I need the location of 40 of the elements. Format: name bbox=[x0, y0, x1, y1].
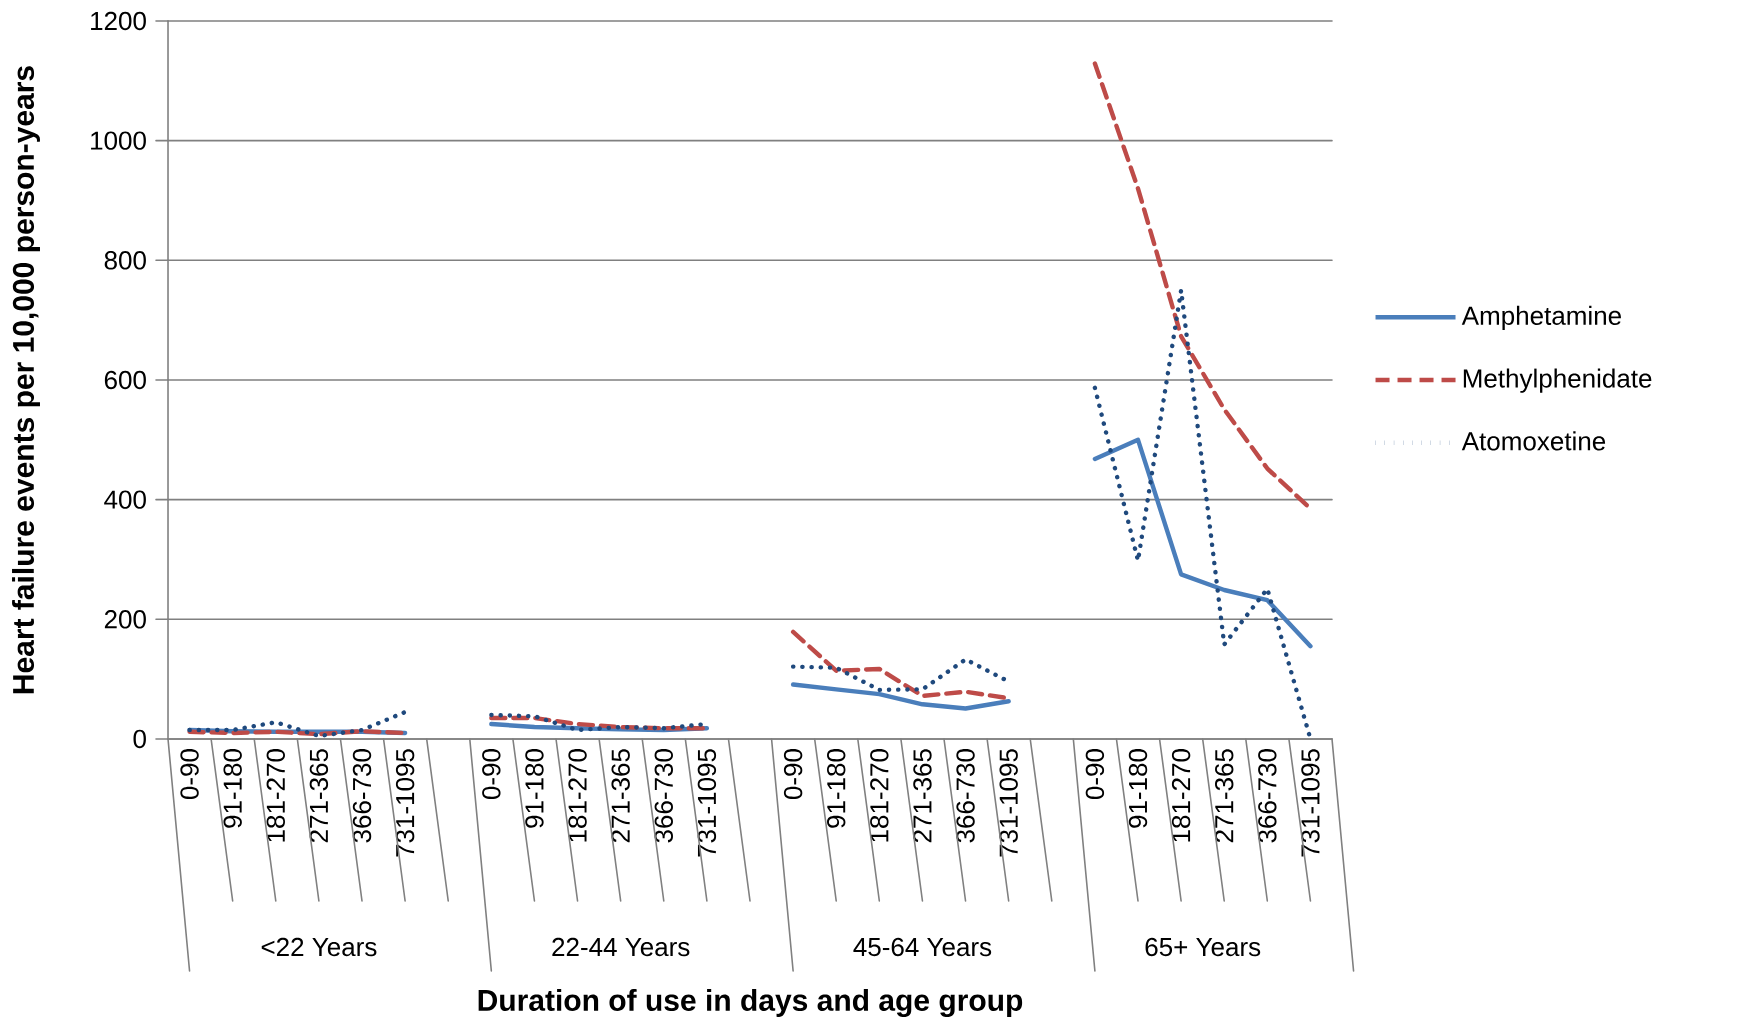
text: 45-64 Years bbox=[853, 937, 992, 957]
x-tick-label: 366-730 bbox=[956, 749, 975, 843]
y-tick-label: 200 bbox=[104, 610, 146, 629]
y-tick-label: 1000 bbox=[91, 131, 146, 150]
y-tick-label: 400 bbox=[104, 490, 146, 509]
x-tick-label: 181-270 bbox=[266, 749, 285, 842]
x-tick-label: 731-1095 bbox=[395, 749, 415, 857]
text: <22 Years bbox=[261, 937, 377, 957]
x-tick-label: 366-730 bbox=[654, 749, 673, 843]
x-tick-label: 0-90 bbox=[1085, 749, 1105, 800]
y-tick-label: 1200 bbox=[91, 11, 146, 31]
x-tick-label: 731-1095 bbox=[1301, 749, 1320, 857]
x-tick-label: 366-730 bbox=[352, 749, 372, 843]
y-tick-label: 600 bbox=[104, 370, 146, 390]
x-tick-label: 91-180 bbox=[525, 749, 544, 828]
x-tick-label: 731-1095 bbox=[697, 749, 717, 857]
x-tick-label: 0-90 bbox=[783, 749, 803, 800]
x-tick-label: 0-90 bbox=[482, 749, 501, 800]
x-tick-label: 91-180 bbox=[827, 749, 846, 828]
x-tick-label: 181-270 bbox=[568, 749, 587, 842]
legend-label: Methylphenidate bbox=[1463, 368, 1652, 393]
x-tick-label: 0-90 bbox=[180, 749, 199, 800]
x-tick-label: 181-270 bbox=[1171, 749, 1191, 842]
x-tick-label: 271-365 bbox=[309, 749, 329, 843]
x-axis-title: Duration of use in days and age group bbox=[478, 988, 1023, 1018]
x-tick-label: 91-180 bbox=[223, 749, 242, 828]
x-tick-label: 181-270 bbox=[870, 749, 889, 842]
x-tick-label: 271-365 bbox=[913, 749, 932, 843]
x-tick-label: 271-365 bbox=[1215, 749, 1234, 843]
legend-label: Amphetamine bbox=[1461, 305, 1621, 331]
x-tick-label: 366-730 bbox=[1258, 749, 1277, 843]
y-tick-label: 0 bbox=[133, 729, 146, 749]
y-axis-title: Heart failure events per 10,000 person-years bbox=[12, 66, 40, 694]
x-tick-label: 271-365 bbox=[611, 749, 630, 843]
x-tick-label: 91-180 bbox=[1128, 749, 1148, 828]
y-tick-label: 800 bbox=[104, 251, 146, 270]
x-tick-label: 731-1095 bbox=[999, 749, 1018, 857]
legend-label: Atomoxetine bbox=[1461, 431, 1606, 451]
text: 65+ Years bbox=[1145, 937, 1261, 957]
text: 22-44 Years bbox=[552, 937, 690, 957]
